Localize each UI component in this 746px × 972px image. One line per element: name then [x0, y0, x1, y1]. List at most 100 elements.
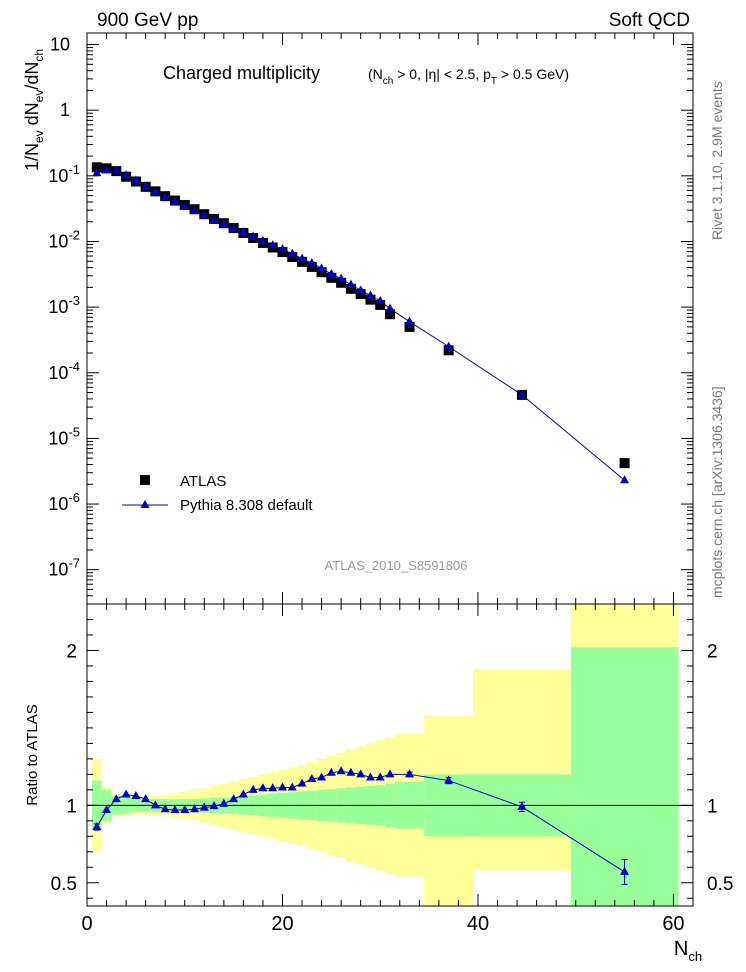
- ratio-point: [517, 801, 527, 810]
- ratio-point: [238, 789, 248, 798]
- pythia-point: [121, 170, 131, 179]
- header-right: Soft QCD: [609, 10, 690, 31]
- pythia-point: [219, 218, 229, 227]
- ratio-point: [444, 775, 454, 784]
- ratio-y-axis-label: Ratio to ATLAS: [24, 704, 41, 805]
- atlas-point: [365, 294, 376, 305]
- x-tick-label: 20: [271, 913, 293, 935]
- x-tick-label: 40: [467, 913, 489, 935]
- ratio-bands: [87, 604, 693, 906]
- main-y-tick-label: 10-3: [48, 293, 80, 317]
- atlas-point: [287, 252, 298, 263]
- pythia-point: [620, 475, 630, 484]
- main-panel: 10 1 10-1 10-2 10-3 10-4 10-5 10-6 10-7 Charged …: [22, 32, 694, 605]
- pythia-point: [517, 389, 527, 398]
- pythia-line: [96, 169, 625, 481]
- pythia-point: [346, 279, 356, 288]
- atlas-point: [375, 299, 386, 310]
- watermark: ATLAS_2010_S8591806: [325, 558, 468, 573]
- x-tick-label: 0: [81, 913, 92, 935]
- legend-atlas-marker: [140, 475, 150, 485]
- ratio-point: [209, 801, 219, 810]
- ratio-point: [92, 822, 102, 831]
- ratio-point: [219, 798, 229, 807]
- pythia-point: [297, 253, 307, 262]
- ratio-y-tick-label-left: 2: [66, 641, 77, 662]
- ratio-point: [405, 769, 415, 778]
- ratio-point: [620, 866, 630, 875]
- main-y-tick-label: 10-1: [48, 162, 80, 186]
- ratio-y-tick-label-left: 1: [66, 796, 77, 817]
- ratio-point: [268, 783, 278, 792]
- ratio-y-tick-label-right: 0.5: [707, 874, 733, 895]
- pythia-point: [209, 215, 219, 224]
- main-subtitle: (Nch > 0, |η| < 2.5, pT > 0.5 GeV): [368, 66, 569, 87]
- pythia-point: [180, 201, 190, 210]
- legend: ATLAS Pythia 8.308 default: [122, 473, 313, 514]
- pythia-point: [365, 290, 375, 299]
- pythia-point: [190, 206, 200, 215]
- main-y-tick-label: 10-7: [48, 556, 80, 580]
- atlas-point: [297, 256, 308, 267]
- pythia-point: [375, 295, 385, 304]
- pythia-point: [248, 231, 258, 240]
- ratio-point: [365, 772, 375, 781]
- main-y-tick-label: 1: [60, 100, 70, 120]
- atlas-point: [316, 267, 327, 278]
- x-tick-label: 60: [662, 913, 684, 935]
- ratio-point: [326, 767, 336, 776]
- atlas-point: [619, 458, 630, 469]
- ratio-point: [150, 800, 160, 809]
- pythia-point: [268, 240, 278, 249]
- ratio-point: [199, 802, 209, 811]
- atlas-point: [355, 289, 366, 300]
- pythia-point: [356, 285, 366, 294]
- ratio-point: [258, 783, 268, 792]
- ratio-point: [111, 794, 121, 803]
- ratio-frame: [86, 603, 694, 907]
- atlas-point: [306, 261, 317, 272]
- atlas-point: [345, 283, 356, 294]
- ratio-point: [356, 769, 366, 778]
- mcplots-label: mcplots.cern.ch [arXiv:1306.3436]: [709, 386, 725, 598]
- pythia-point: [92, 168, 102, 177]
- pythia-point: [326, 268, 336, 277]
- main-y-axis-label: 1/Nev dNev/dNch: [22, 49, 46, 171]
- ratio-point: [317, 772, 327, 781]
- main-y-tick-label: 10-4: [48, 359, 80, 383]
- ratio-panel: 0.5 0.51 12 20 20 40 60 Ratio to ATLAS Nch: [24, 603, 733, 964]
- subtitle-ch-subscript: ch: [383, 76, 394, 87]
- legend-pythia-label: Pythia 8.308 default: [180, 497, 313, 514]
- pythia-point: [111, 165, 121, 174]
- ratio-point: [229, 794, 239, 803]
- pythia-point: [444, 341, 454, 350]
- main-y-tick-label: 10-2: [48, 227, 80, 251]
- pythia-point: [317, 263, 327, 272]
- ratio-point: [385, 769, 395, 778]
- main-title: Charged multiplicity: [163, 63, 320, 83]
- legend-pythia-marker: [140, 500, 150, 508]
- pythia-point: [170, 196, 180, 205]
- pythia-point: [141, 181, 151, 190]
- ratio-point: [375, 772, 385, 781]
- header-left: 900 GeV pp: [97, 10, 198, 31]
- pythia-point: [405, 316, 415, 325]
- pythia-point: [238, 227, 248, 236]
- pythia-point: [229, 223, 239, 232]
- ratio-point: [277, 782, 287, 791]
- ratio-point: [180, 804, 190, 813]
- main-y-ticks: 10 1 10-1 10-2 10-3 10-4 10-5 10-6 10-7: [48, 33, 694, 605]
- pythia-point: [199, 210, 209, 219]
- atlas-point: [385, 309, 395, 320]
- ratio-point: [102, 804, 112, 813]
- ratio-data: [92, 766, 630, 885]
- ratio-point: [346, 767, 356, 776]
- atlas-point: [404, 321, 415, 332]
- ratio-y-tick-label-right: 1: [707, 796, 718, 817]
- pythia-point: [160, 192, 170, 201]
- ratio-y-tick-label-left: 0.5: [51, 874, 77, 895]
- pythia-point: [258, 235, 268, 244]
- atlas-point: [326, 272, 337, 283]
- atlas-point: [91, 162, 102, 173]
- pythia-point: [102, 165, 112, 174]
